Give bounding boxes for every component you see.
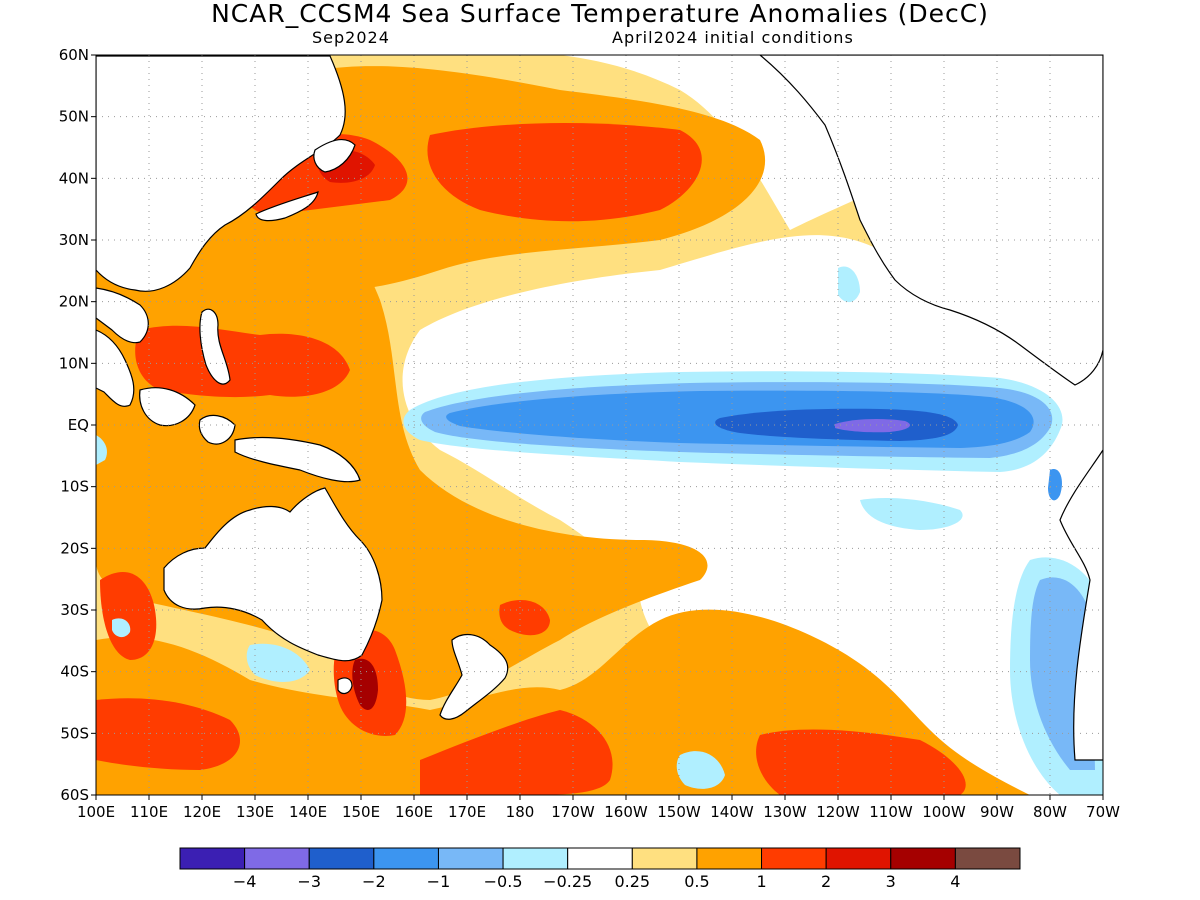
lon-tick-label: 120W: [816, 803, 860, 821]
lon-tick-label: 170E: [448, 803, 486, 821]
lon-tick-label: 140W: [710, 803, 754, 821]
lon-tick-label: 110W: [869, 803, 913, 821]
figure-title: NCAR_CCSM4 Sea Surface Temperature Anoma…: [211, 0, 989, 28]
longitude-axis: 100E 110E 120E 130E 140E 150E 160E 170E 180 170W 1…: [77, 795, 1120, 821]
colorbar-swatch: [825, 847, 892, 870]
lat-tick-label: 40N: [59, 169, 89, 187]
colorbar-swatch: [954, 847, 1021, 870]
lon-tick-label: 180: [506, 803, 535, 821]
colorbar-label: −0.25: [543, 872, 592, 891]
lon-tick-label: 150E: [342, 803, 380, 821]
lat-tick-label: 60S: [60, 786, 89, 804]
colorbar-label: 1: [756, 872, 766, 891]
colorbar-label: −3: [297, 872, 321, 891]
lat-tick-label: 20N: [59, 293, 89, 311]
colorbar-label: −2: [362, 872, 386, 891]
lon-tick-label: 70W: [1086, 803, 1120, 821]
lon-tick-label: 100W: [922, 803, 966, 821]
lat-tick-label: 10S: [60, 478, 89, 496]
colorbar-swatch: [631, 847, 698, 870]
lat-tick-label: 50S: [60, 724, 89, 742]
lat-tick-label: 10N: [59, 354, 89, 372]
lon-tick-label: 130E: [236, 803, 274, 821]
lat-tick-label: EQ: [68, 416, 89, 434]
colorbar-label: −1: [427, 872, 451, 891]
lon-tick-label: 110E: [130, 803, 168, 821]
lon-tick-label: 170W: [551, 803, 595, 821]
lat-tick-label: 30S: [60, 601, 89, 619]
latitude-axis: 60N 50N 40N 30N 20N 10N EQ 10S 20S 30S 40S 50S 60S: [59, 46, 96, 804]
lat-tick-label: 60N: [59, 46, 89, 64]
lat-tick-label: 20S: [60, 539, 89, 557]
colorbar-swatch: [890, 847, 956, 870]
colorbar-label: 3: [886, 872, 896, 891]
lon-tick-label: 90W: [980, 803, 1014, 821]
colorbar-swatch: [696, 847, 763, 870]
colorbar-swatch: [373, 847, 439, 870]
lon-tick-label: 80W: [1033, 803, 1067, 821]
colorbar-swatch: [437, 847, 504, 870]
lon-tick-label: 160E: [395, 803, 433, 821]
lat-tick-label: 30N: [59, 231, 89, 249]
colorbar-label: −0.5: [484, 872, 523, 891]
colorbar-swatch: [244, 847, 310, 870]
lon-tick-label: 130W: [763, 803, 807, 821]
colorbar-swatch: [179, 847, 246, 870]
colorbar-swatch: [761, 847, 827, 870]
colorbar-swatch: [567, 847, 633, 870]
colorbar-label: 2: [821, 872, 831, 891]
subtitle-forecast-month: Sep2024: [312, 28, 390, 47]
colorbar-label: 0.25: [614, 872, 650, 891]
colorbar-swatch: [308, 847, 375, 870]
subtitle-initial-conditions: April2024 initial conditions: [612, 28, 854, 47]
colorbar-swatch: [502, 847, 569, 870]
lat-tick-label: 50N: [59, 108, 89, 126]
lon-tick-label: 160W: [604, 803, 648, 821]
colorbar-label: 4: [950, 872, 960, 891]
lon-tick-label: 120E: [183, 803, 221, 821]
land-coastlines: [96, 55, 1103, 761]
colorbar-label: −4: [233, 872, 257, 891]
lat-tick-label: 40S: [60, 663, 89, 681]
lon-tick-label: 150W: [657, 803, 701, 821]
colorbar-label: 0.5: [684, 872, 709, 891]
colorbar: −4 −3 −2 −1 −0.5 −0.25 0.25 0.5 1 2 3 4: [179, 847, 1021, 891]
lon-tick-label: 140E: [289, 803, 327, 821]
lon-tick-label: 100E: [77, 803, 115, 821]
